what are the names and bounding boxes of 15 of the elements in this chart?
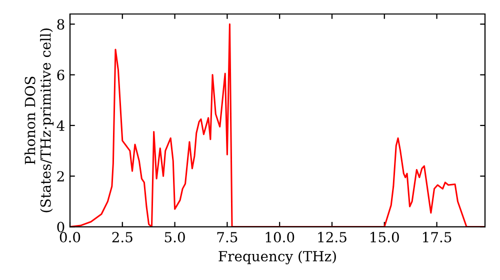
y-tick-label: 6 xyxy=(57,70,64,80)
x-tick-label: 10.0 xyxy=(266,232,294,242)
y-tick-label: 0 xyxy=(57,222,64,232)
y-tick-label: 8 xyxy=(57,19,64,30)
y-tick-label: 2 xyxy=(57,171,64,182)
y-axis-title: Phonon DOS (States/THz·primitive cell) xyxy=(24,28,54,212)
x-tick-label: 7.5 xyxy=(217,232,238,242)
x-tick-label: 17.5 xyxy=(423,232,452,242)
x-tick-label: 5.0 xyxy=(164,232,185,242)
x-tick-label: 2.5 xyxy=(112,232,132,242)
x-tick-label: 0.0 xyxy=(60,232,80,242)
x-tick-label: 15.0 xyxy=(370,232,399,242)
y-tick-label: 4 xyxy=(56,120,64,131)
x-axis-title: Frequency (THz) xyxy=(218,250,336,264)
x-tick-label: 12.5 xyxy=(318,232,346,242)
